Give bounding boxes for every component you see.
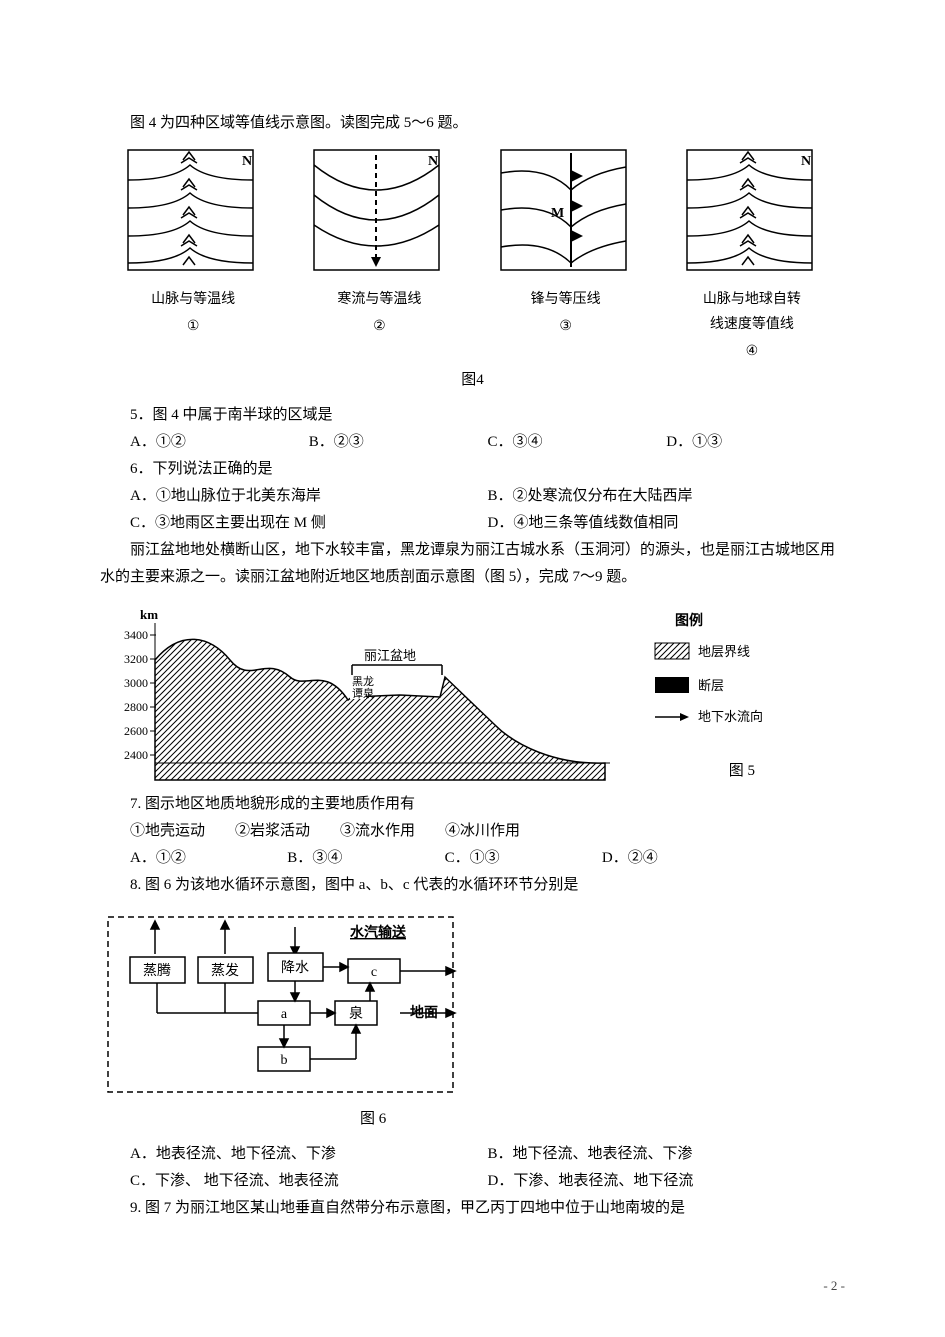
q7-opt-d: D．②④ xyxy=(602,845,759,872)
fig4-panel-1-svg: N xyxy=(118,145,268,285)
svg-text:2800: 2800 xyxy=(124,700,148,714)
fig4-label: 图4 xyxy=(100,367,845,394)
q6-opt-d: D．④地三条等值线数值相同 xyxy=(488,510,846,537)
svg-text:3000: 3000 xyxy=(124,676,148,690)
fig5-yaxis-label: km xyxy=(140,607,158,622)
q7-opt-b: B．③④ xyxy=(287,845,444,872)
figure-6: 水汽输送 蒸腾 蒸发 降水 c a 泉 b xyxy=(100,909,845,1104)
q8-opt-d: D．下渗、地表径流、地下径流 xyxy=(488,1168,846,1195)
q5-opt-a: A．①② xyxy=(130,429,309,456)
intro-fig4: 图 4 为四种区域等值线示意图。读图完成 5～6 题。 xyxy=(100,110,845,137)
fig4-num-1: ① xyxy=(100,314,286,339)
fig6-box-spring: 泉 xyxy=(349,1005,363,1022)
fig4-panel-1: N 山脉与等温线 ① xyxy=(100,145,286,365)
svg-text:2400: 2400 xyxy=(124,748,148,762)
q5-stem: 5．图 4 中属于南半球的区域是 xyxy=(100,402,845,429)
fig6-vapor-label: 水汽输送 xyxy=(350,924,407,941)
q8-options: A．地表径流、地下径流、下渗 B．地下径流、地表径流、下渗 C．下渗、 地下径流… xyxy=(100,1141,845,1195)
figure-4: N 山脉与等温线 ① N xyxy=(100,145,845,365)
q6-opt-a: A．①地山脉位于北美东海岸 xyxy=(130,483,488,510)
fig4-num-2: ② xyxy=(286,314,472,339)
q5-opt-c: C．③④ xyxy=(488,429,667,456)
svg-text:2600: 2600 xyxy=(124,724,148,738)
fig6-box-b: b xyxy=(281,1053,288,1068)
q7-items: ①地壳运动 ②岩浆活动 ③流水作用 ④冰川作用 xyxy=(100,818,845,845)
fig5-yticks: 3400 3200 3000 2800 2600 2400 xyxy=(124,628,148,762)
fig4-num-4: ④ xyxy=(659,339,845,364)
q8-opt-b: B．地下径流、地表径流、下渗 xyxy=(488,1141,846,1168)
m-label: M xyxy=(551,206,564,221)
q5-opt-d: D．①③ xyxy=(666,429,845,456)
q5-options: A．①② B．②③ C．③④ D．①③ xyxy=(100,429,845,456)
fig5-spring-label-2: 谭泉 xyxy=(352,686,374,700)
q6-opt-c: C．③地雨区主要出现在 M 侧 xyxy=(130,510,488,537)
north-label: N xyxy=(242,154,252,169)
q8-opt-a: A．地表径流、地下径流、下渗 xyxy=(130,1141,488,1168)
fig6-box-evap: 蒸发 xyxy=(211,963,239,979)
fig5-label: 图 5 xyxy=(729,758,755,785)
q8-opt-c: C．下渗、 地下径流、地表径流 xyxy=(130,1168,488,1195)
q6-stem: 6．下列说法正确的是 xyxy=(100,456,845,483)
fig6-box-c: c xyxy=(371,965,377,980)
fig6-box-a: a xyxy=(281,1007,288,1022)
fig6-svg: 水汽输送 蒸腾 蒸发 降水 c a 泉 b xyxy=(100,909,470,1104)
fig4-panel-4: N 山脉与地球自转 线速度等值线 ④ xyxy=(659,145,845,365)
fig5-legend-1: 地层界线 xyxy=(698,644,750,659)
page-footer: - 2 - xyxy=(823,1274,845,1297)
fig5-legend-2: 断层 xyxy=(698,678,724,693)
fig5-legend-title: 图例 xyxy=(675,612,703,629)
fig6-ground-label: 地面 xyxy=(410,1004,438,1021)
q9-stem: 9. 图 7 为丽江地区某山地垂直自然带分布示意图，甲乙丙丁四地中位于山地南坡的… xyxy=(100,1195,845,1222)
fig4-panel-4-svg: N xyxy=(677,145,827,285)
fig4-panel-3-svg: M xyxy=(491,145,641,285)
fig6-label: 图 6 xyxy=(100,1106,845,1133)
fig4-cap-3: 锋与等压线 xyxy=(473,287,659,312)
fig5-basin-label: 丽江盆地 xyxy=(364,648,416,663)
q5-opt-b: B．②③ xyxy=(309,429,488,456)
north-label: N xyxy=(801,154,811,169)
fig6-box-precip: 降水 xyxy=(281,960,309,976)
q7-opt-a: A．①② xyxy=(130,845,287,872)
q7-options: A．①② B．③④ C．①③ D．②④ xyxy=(100,845,845,872)
q8-stem: 8. 图 6 为该地水循环示意图，图中 a、b、c 代表的水循环环节分别是 xyxy=(100,872,845,899)
fig5-spring-label-1: 黑龙 xyxy=(352,675,374,688)
fig5-svg: km 3400 3200 3000 2800 2600 2400 xyxy=(100,605,820,785)
svg-text:3400: 3400 xyxy=(124,628,148,642)
fig6-box-evapotrans: 蒸腾 xyxy=(143,962,171,979)
fig5-legend-3: 地下水流向 xyxy=(698,709,763,724)
q7-stem: 7. 图示地区地质地貌形成的主要地质作用有 xyxy=(100,791,845,818)
fig4-cap-1: 山脉与等温线 xyxy=(100,287,286,312)
q6-opt-b: B．②处寒流仅分布在大陆西岸 xyxy=(488,483,846,510)
fig4-cap-4: 山脉与地球自转 线速度等值线 xyxy=(659,287,845,337)
figure-5: km 3400 3200 3000 2800 2600 2400 xyxy=(100,605,845,785)
fig4-cap-2: 寒流与等温线 xyxy=(286,287,472,312)
q7-opt-c: C．①③ xyxy=(445,845,602,872)
fig4-panel-2: N 寒流与等温线 ② xyxy=(286,145,472,365)
intro-fig5: 丽江盆地地处横断山区，地下水较丰富，黑龙谭泉为丽江古城水系（玉洞河）的源头，也是… xyxy=(100,537,845,591)
fig4-panel-3: M 锋与等压线 ③ xyxy=(473,145,659,365)
fig4-num-3: ③ xyxy=(473,314,659,339)
fig4-panel-2-svg: N xyxy=(304,145,454,285)
svg-text:3200: 3200 xyxy=(124,652,148,666)
q6-options: A．①地山脉位于北美东海岸 B．②处寒流仅分布在大陆西岸 C．③地雨区主要出现在… xyxy=(100,483,845,537)
